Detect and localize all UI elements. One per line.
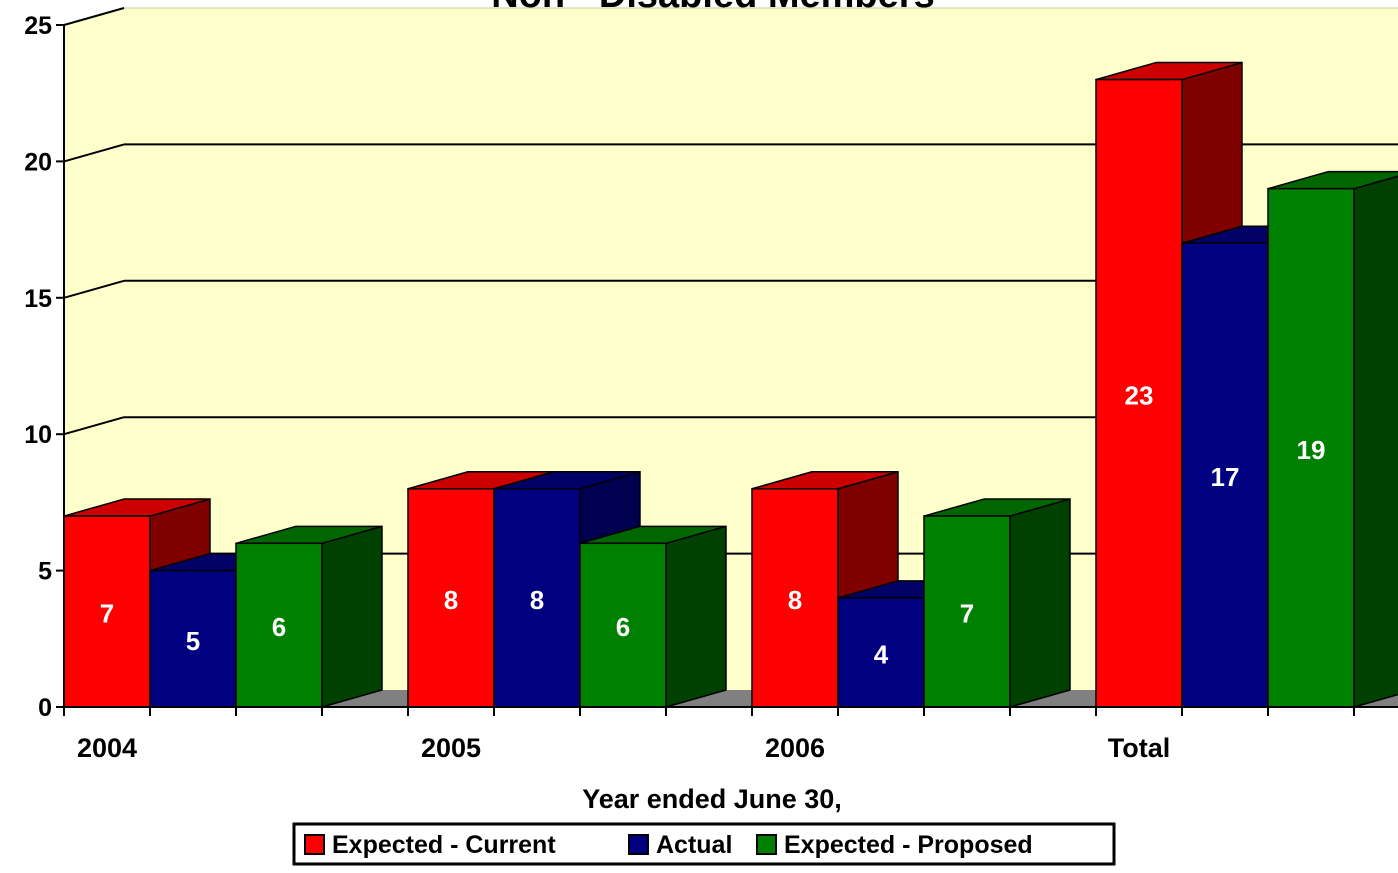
legend-entry: Actual [628, 831, 732, 859]
data-label: 6 [616, 612, 630, 642]
x-tick-label: 2006 [765, 733, 825, 763]
data-label: 7 [960, 599, 974, 629]
legend-box [292, 822, 1116, 866]
bar [579, 525, 727, 708]
bar-front [579, 542, 667, 708]
x-tick-label: Total [1108, 733, 1171, 763]
y-tick-label: 0 [38, 694, 52, 722]
bar-front [923, 515, 1011, 708]
gridline-side [63, 7, 125, 26]
gridline-side [63, 143, 125, 163]
y-tick-label: 20 [24, 148, 52, 176]
bar-side [1353, 175, 1398, 708]
bar-side [321, 525, 383, 708]
gridline-side [63, 416, 125, 436]
data-label: 23 [1125, 380, 1154, 410]
bar [1267, 170, 1398, 708]
bar-side [1009, 498, 1071, 708]
x-tick-label: 2005 [421, 733, 481, 763]
bar-front [493, 488, 581, 708]
bar-front [837, 597, 925, 708]
data-label: 19 [1297, 435, 1326, 465]
legend-swatch [756, 834, 777, 855]
gridline-side [63, 279, 125, 299]
chart-floor [64, 690, 1398, 707]
chart-title: Non - Disabled Members [491, 0, 934, 16]
data-label: 4 [874, 639, 889, 669]
data-label: 7 [100, 599, 114, 629]
bar [923, 498, 1071, 708]
y-tick-label: 15 [24, 285, 52, 313]
y-tick-label: 25 [24, 12, 52, 40]
legend-entry: Expected - Current [304, 831, 556, 859]
legend-label: Expected - Current [332, 831, 556, 859]
x-axis-title: Year ended June 30, [582, 784, 842, 814]
legend-swatch [628, 834, 649, 855]
data-label: 5 [186, 626, 200, 656]
bar-front [235, 542, 323, 708]
bar [235, 525, 383, 708]
legend-label: Expected - Proposed [784, 831, 1033, 859]
bar-front [1181, 242, 1269, 708]
data-label: 17 [1211, 462, 1240, 492]
legend-label: Actual [656, 831, 732, 859]
data-label: 6 [272, 612, 286, 642]
x-tick-label: 2004 [77, 733, 137, 763]
y-tick-label: 5 [38, 558, 52, 586]
data-label: 8 [530, 585, 544, 615]
bar-front [1095, 78, 1183, 708]
bar-side [665, 525, 727, 708]
data-label: 8 [444, 585, 458, 615]
legend-swatch [304, 834, 325, 855]
y-tick-label: 10 [24, 421, 52, 449]
legend-entry: Expected - Proposed [756, 831, 1033, 859]
bar-front [1267, 187, 1355, 708]
data-label: 8 [788, 585, 802, 615]
bar-front [63, 515, 151, 708]
